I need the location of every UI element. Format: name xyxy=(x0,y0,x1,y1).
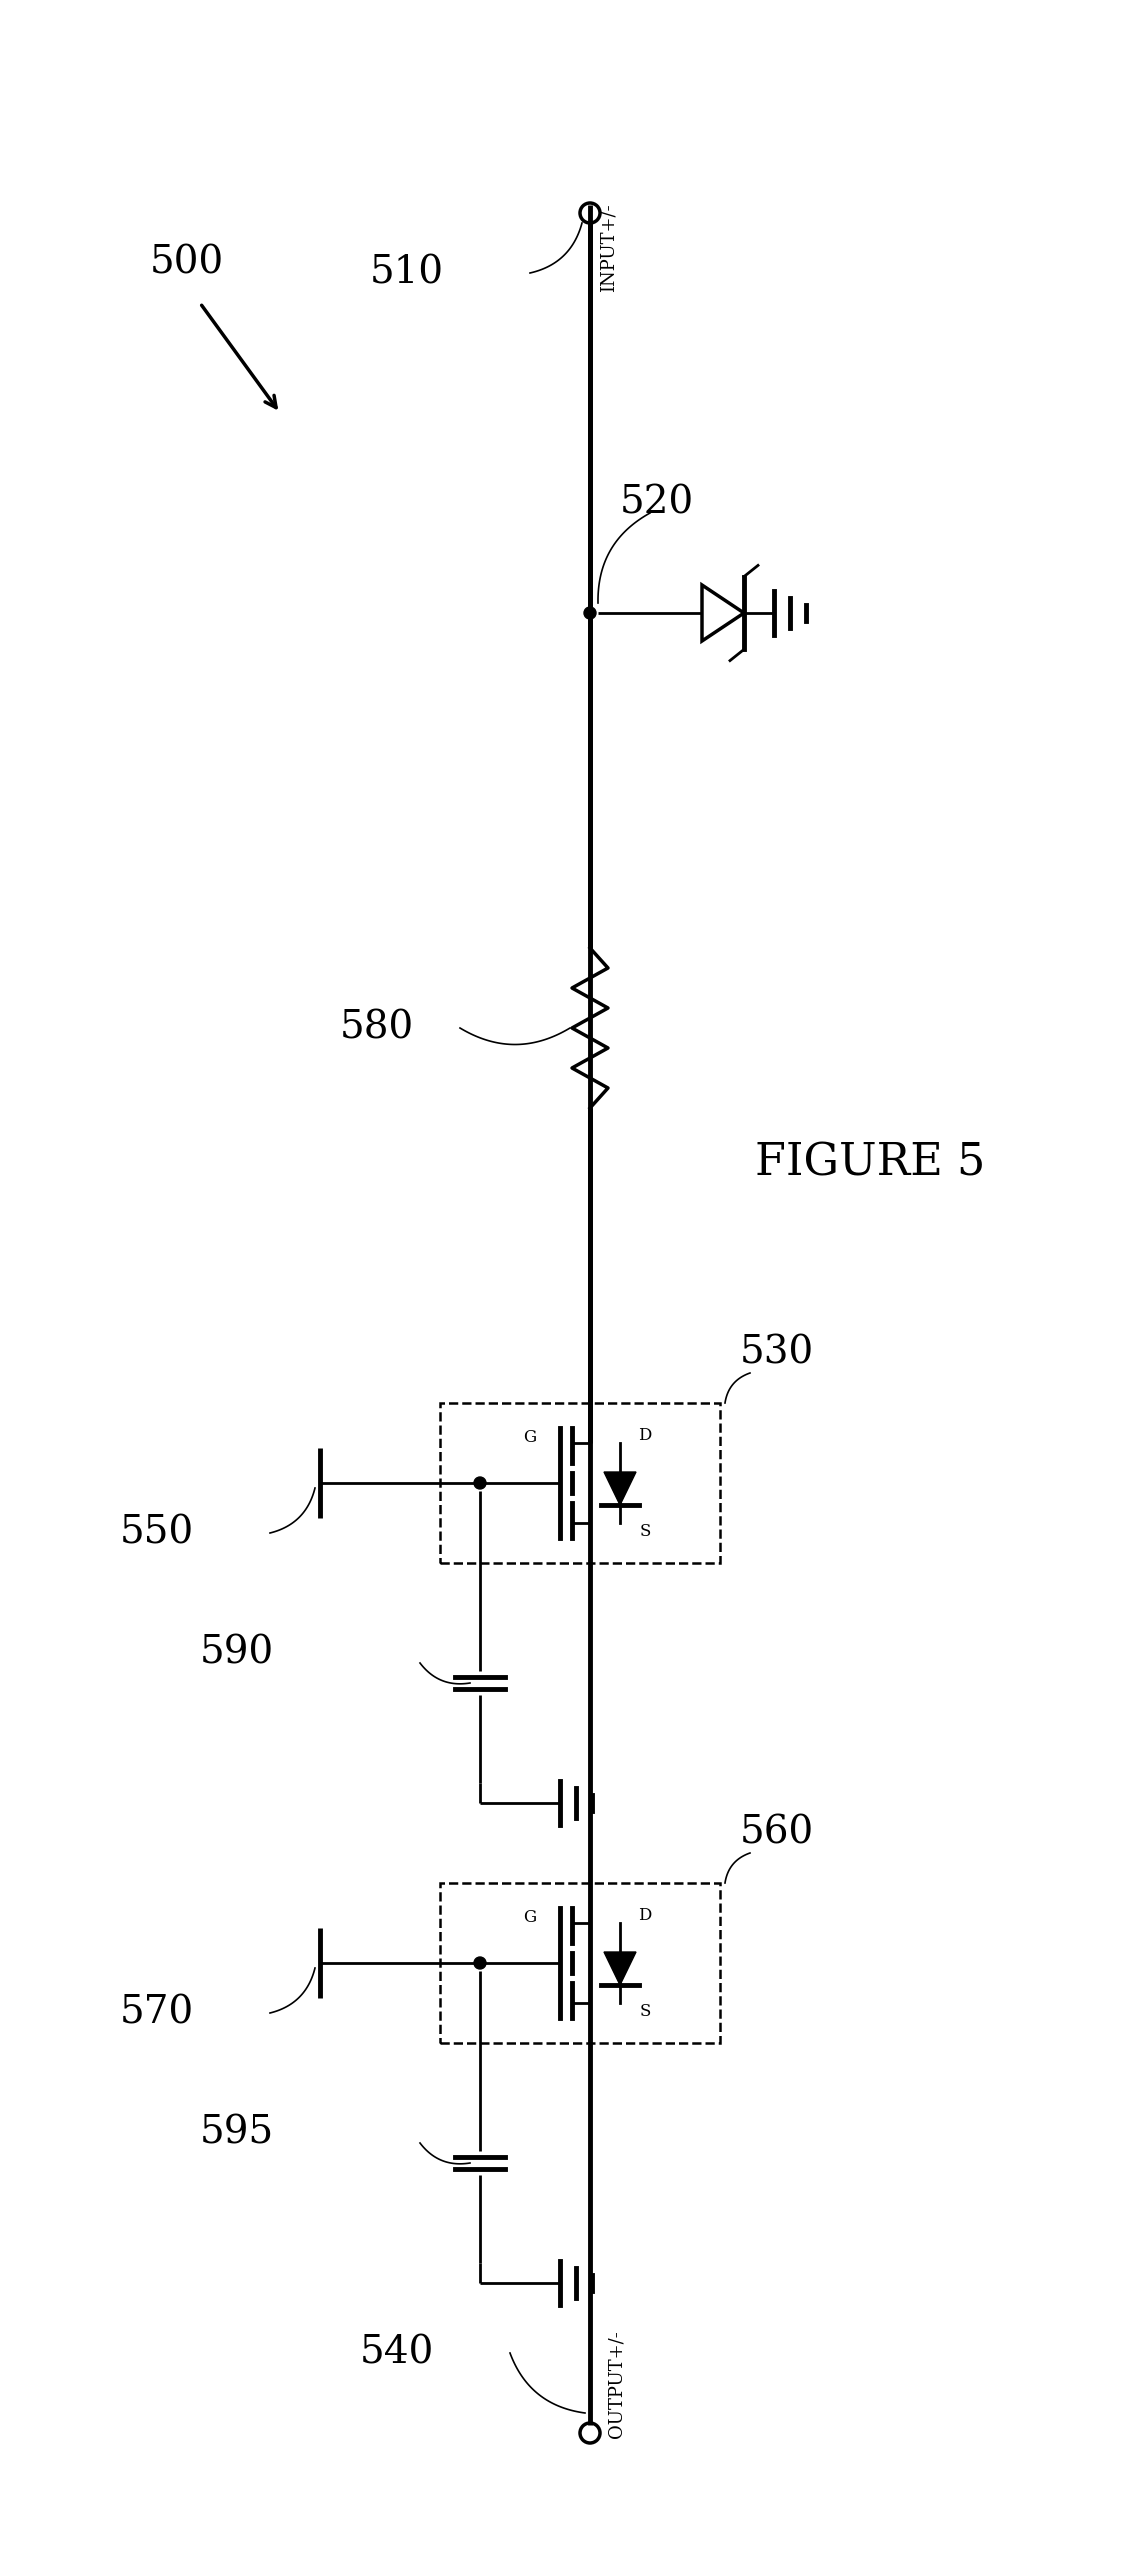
Text: 570: 570 xyxy=(121,1994,194,2032)
Text: 550: 550 xyxy=(121,1515,194,1551)
Text: 500: 500 xyxy=(150,243,224,282)
Text: OUTPUT+/-: OUTPUT+/- xyxy=(608,2330,626,2437)
Text: FIGURE 5: FIGURE 5 xyxy=(755,1141,985,1184)
Text: S: S xyxy=(639,2002,651,2020)
Text: 510: 510 xyxy=(370,254,444,292)
Text: 590: 590 xyxy=(200,1635,274,1671)
Text: S: S xyxy=(639,1522,651,1540)
Circle shape xyxy=(584,607,596,620)
Text: D: D xyxy=(638,1428,652,1443)
Text: 530: 530 xyxy=(740,1335,814,1371)
Text: G: G xyxy=(523,1909,536,1927)
Text: 580: 580 xyxy=(340,1010,414,1046)
Polygon shape xyxy=(604,1471,636,1504)
Text: INPUT+/-: INPUT+/- xyxy=(600,202,618,292)
Text: D: D xyxy=(638,1907,652,1922)
Text: 560: 560 xyxy=(740,1815,814,1850)
Circle shape xyxy=(474,1958,486,1968)
Text: 520: 520 xyxy=(620,484,695,520)
Polygon shape xyxy=(604,1953,636,1984)
Circle shape xyxy=(474,1476,486,1489)
Text: 540: 540 xyxy=(360,2335,434,2371)
Text: 595: 595 xyxy=(200,2114,274,2150)
Text: G: G xyxy=(523,1430,536,1446)
Bar xyxy=(440,1884,720,2043)
Bar xyxy=(440,1402,720,1563)
